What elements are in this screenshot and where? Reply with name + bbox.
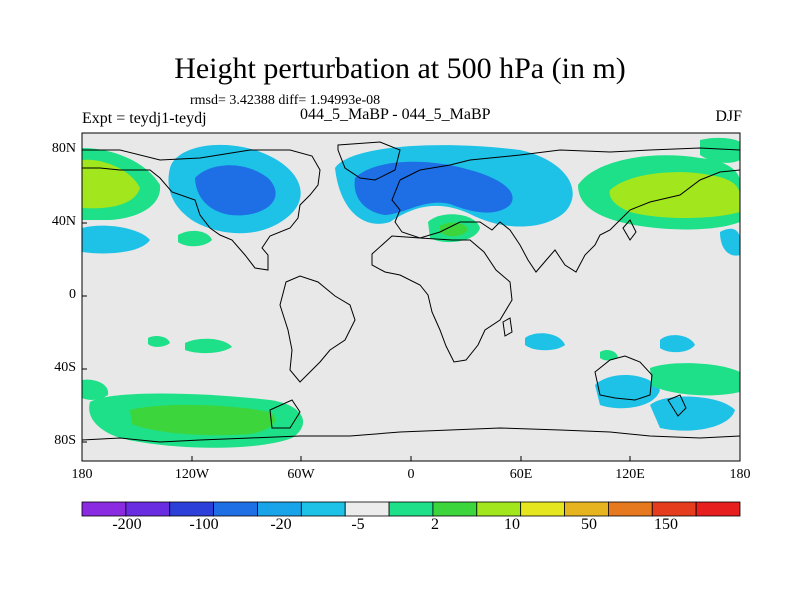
contour-pos-south-pacific-core [130,404,276,436]
contour-pos-north-pacific-small [178,230,212,247]
lat-tick-label: 40S [54,360,76,375]
colorbar-swatch [257,501,302,517]
colorbar-swatch [608,501,653,517]
contour-neg-indian-small [525,333,565,351]
axis-ticks [81,149,741,461]
colorbar-label: -100 [189,516,219,533]
lat-tick-label: 0 [69,287,76,302]
contour-pos-south-small-2 [185,338,232,354]
colorbar-swatch [520,501,565,517]
colorbar-swatch [564,501,609,517]
colorbar-swatch [125,501,171,517]
coast-antarctica [82,427,740,443]
colorbar-label: -5 [351,516,365,533]
coast-south-america [279,275,356,383]
stats-text: rmsd= 3.42388 diff= 1.94993e-08 [190,93,381,108]
colorbar-label: -20 [270,516,292,533]
contour-neg-south-small [660,335,695,353]
lon-tick-label: 180 [71,467,93,482]
colorbar-label: 2 [431,516,439,533]
coast-australia [594,355,653,401]
colorbar-swatch [432,501,478,517]
lat-tick-label: 80S [54,433,76,448]
contour-pos-arctic [700,137,740,163]
lat-tick-label: 80N [51,141,76,156]
contour-pos-east-pacific-core [609,172,740,218]
contour-neg-atlantic-core [354,161,513,215]
contour-pos-south-west-edge [82,379,109,400]
lon-tick-label: 60W [287,467,315,482]
colorbar-label: 10 [504,516,520,533]
colorbar-swatch [344,501,390,517]
colorbar-swatch [169,501,214,517]
colorbar-swatch [213,501,258,517]
contour-pos-south-atlantic-small [600,349,618,361]
colorbar-label: 150 [654,516,678,533]
coast-new-zealand [667,394,687,417]
coast-greenland [337,141,401,181]
case-label: 044_5_MaBP - 044_5_MaBP [300,106,491,123]
coast-eurasia [391,147,740,273]
colorbar-label: -200 [112,516,142,533]
contour-pos-south-small [148,335,170,347]
colorbar-swatch [651,501,697,517]
colorbar-swatch [388,501,434,517]
lon-tick-label: 0 [407,467,415,482]
plot-title: Height perturbation at 500 hPa (in m) [174,52,626,85]
colorbar-label: 50 [581,516,597,533]
experiment-label: Expt = teydj1-teydj [82,110,207,127]
coastlines [82,141,740,443]
colorbar-swatch [695,501,741,517]
lon-tick-label: 60E [509,467,533,482]
colorbar-swatch [476,501,522,517]
coast-madagascar [502,317,513,337]
contour-neg-east-edge [720,228,740,256]
contour-pos-west-pacific-core [82,159,140,209]
lon-tick-label: 120W [174,467,210,482]
colorbar-swatch [300,501,346,517]
contour-neg-pacific-core [195,165,276,216]
contour-fills [82,137,740,448]
coast-north-america [82,149,321,271]
coast-antarctic-peninsula [269,399,301,429]
coast-africa [371,235,513,363]
lon-tick-label: 180 [729,467,751,482]
contour-pos-mediterranean-core [440,222,468,237]
contour-pos-south-east [650,363,740,396]
coast-japan [622,219,637,241]
season-label: DJF [715,108,742,125]
contour-neg-west-edge [82,225,150,254]
lat-tick-label: 40N [51,214,76,229]
lon-tick-label: 120E [615,467,645,482]
colorbar [81,501,741,517]
colorbar-swatch [81,501,127,517]
contour-neg-south-indian [595,374,660,409]
